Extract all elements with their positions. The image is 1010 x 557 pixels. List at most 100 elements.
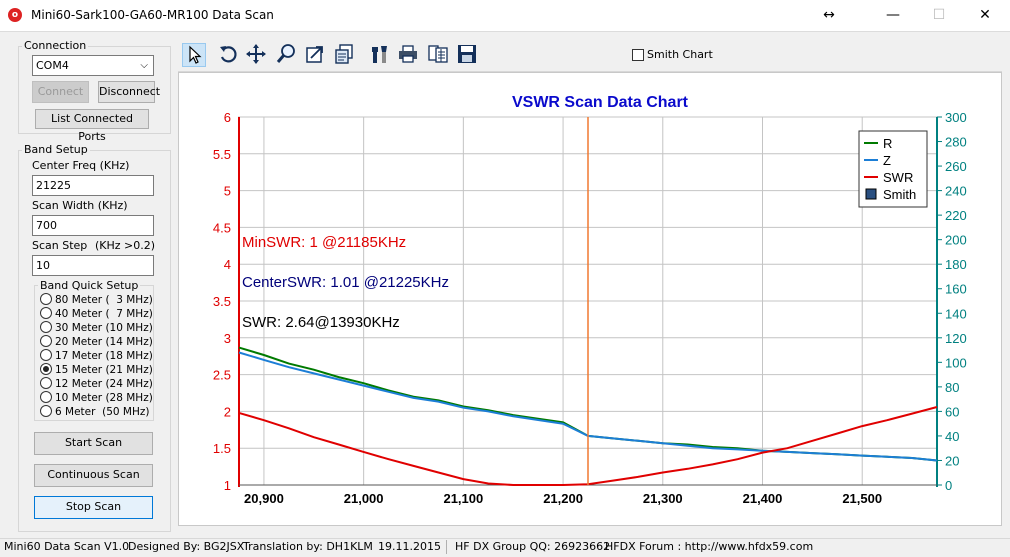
x-tick-label: 21,300 [643,491,683,506]
legend-label: Smith [883,187,916,202]
radio-dot-icon[interactable] [40,391,52,403]
save-icon[interactable] [455,43,479,67]
chart-annotation: SWR: 2.64@13930KHz [242,314,400,331]
scan-width-label: Scan Width (KHz) [32,199,128,212]
x-tick-label: 21,000 [344,491,384,506]
legend-swatch-smith [865,188,877,200]
smith-chart-checkbox[interactable] [632,49,644,61]
x-tick-label: 21,500 [842,491,882,506]
connection-label: Connection [22,39,89,52]
radio-dot-icon[interactable] [40,363,52,375]
band-radio-2[interactable]: 30 Meter (10 MHz) [40,321,153,335]
band-radio-label: 30 Meter (10 MHz) [55,322,153,334]
connect-button[interactable]: Connect [32,81,89,103]
y-right-tick-label: 40 [945,429,959,444]
chart-title: VSWR Scan Data Chart [512,94,689,111]
print-icon[interactable] [396,43,420,67]
legend-label: SWR [883,170,913,185]
y-left-tick-label: 2 [224,404,231,419]
band-radio-label: 17 Meter (18 MHz) [55,350,153,362]
chart-annotation: CenterSWR: 1.01 @21225KHz [242,274,449,291]
y-right-tick-label: 200 [945,233,967,248]
band-radio-4[interactable]: 17 Meter (18 MHz) [40,349,153,363]
y-right-tick-label: 140 [945,306,967,321]
radio-dot-icon[interactable] [40,335,52,347]
legend-label: Z [883,153,891,168]
band-radio-7[interactable]: 10 Meter (28 MHz) [40,391,153,405]
scan-step-input[interactable]: 10 [32,255,154,276]
resize-icon[interactable]: ↔ [823,7,835,23]
radio-dot-icon[interactable] [40,349,52,361]
undo-icon[interactable] [216,43,240,67]
y-right-tick-label: 80 [945,380,959,395]
status-designed: Designed By: BG2JSX [128,540,245,553]
y-left-tick-label: 1.5 [213,441,231,456]
settings-icon[interactable] [368,43,392,67]
start-scan-button[interactable]: Start Scan [34,432,153,455]
band-setup-group [18,150,171,532]
vswr-chart[interactable]: 11.522.533.544.555.560204060801001201401… [179,73,1001,525]
radio-dot-icon[interactable] [40,293,52,305]
y-right-tick-label: 180 [945,257,967,272]
stop-scan-button[interactable]: Stop Scan [34,496,153,519]
y-right-tick-label: 60 [945,404,959,419]
pointer-icon[interactable] [182,43,206,67]
port-select-value: COM4 [36,59,69,72]
connection-group [18,46,171,134]
y-right-tick-label: 280 [945,135,967,150]
x-tick-label: 21,200 [543,491,583,506]
toolbar [178,40,1002,72]
band-quick-setup-label: Band Quick Setup [38,279,141,292]
band-radio-8[interactable]: 6 Meter (50 MHz) [40,405,149,419]
chevron-down-icon: ⌵ [140,60,148,71]
band-radio-6[interactable]: 12 Meter (24 MHz) [40,377,153,391]
pan-icon[interactable] [244,43,268,67]
center-freq-input[interactable]: 21225 [32,175,154,196]
table-icon[interactable] [426,43,450,67]
list-ports-button[interactable]: List Connected Ports [35,109,149,143]
scan-step-label: Scan Step [32,239,88,252]
scan-width-input[interactable]: 700 [32,215,154,236]
band-radio-label: 80 Meter ( 3 MHz) [55,294,153,306]
x-tick-label: 21,100 [443,491,483,506]
copy-data-icon[interactable] [332,43,356,67]
y-left-tick-label: 2.5 [213,368,231,383]
status-date: 19.11.2015 [378,540,441,553]
status-qq: HF DX Group QQ: 26923662 [455,540,611,553]
continuous-scan-button[interactable]: Continuous Scan [34,464,153,487]
band-radio-1[interactable]: 40 Meter ( 7 MHz) [40,307,153,321]
y-right-tick-label: 300 [945,110,967,125]
radio-dot-icon[interactable] [40,307,52,319]
chart-annotation: MinSWR: 1 @21185KHz [242,234,406,251]
band-radio-5[interactable]: 15 Meter (21 MHz) [40,363,153,377]
radio-dot-icon[interactable] [40,321,52,333]
zoom-icon[interactable] [274,43,298,67]
legend-label: R [883,136,892,151]
status-bar [0,538,1010,557]
band-radio-label: 20 Meter (14 MHz) [55,336,153,348]
app-icon: o [8,8,22,22]
smith-chart-label: Smith Chart [647,48,713,61]
y-left-tick-label: 1 [224,478,231,493]
port-select[interactable]: COM4 ⌵ [32,55,154,76]
scan-step-hint: (KHz >0.2) [95,239,156,252]
y-right-tick-label: 220 [945,208,967,223]
radio-dot-icon[interactable] [40,377,52,389]
y-right-tick-label: 20 [945,453,959,468]
export-icon[interactable] [303,43,327,67]
radio-dot-icon[interactable] [40,405,52,417]
band-radio-3[interactable]: 20 Meter (14 MHz) [40,335,153,349]
status-forum: HFDX Forum : http://www.hfdx59.com [605,540,814,553]
band-setup-label: Band Setup [22,143,90,156]
minimize-button[interactable]: — [886,7,900,23]
series-line-swr [238,406,938,486]
close-button[interactable]: ✕ [979,7,991,23]
disconnect-button[interactable]: Disconnect [98,81,160,103]
band-radio-label: 6 Meter (50 MHz) [55,406,150,418]
band-radio-label: 12 Meter (24 MHz) [55,378,153,390]
x-tick-label: 20,900 [244,491,284,506]
maximize-button[interactable]: ☐ [932,7,946,23]
center-freq-label: Center Freq (KHz) [32,159,130,172]
y-right-tick-label: 0 [945,478,952,493]
band-radio-0[interactable]: 80 Meter ( 3 MHz) [40,293,153,307]
